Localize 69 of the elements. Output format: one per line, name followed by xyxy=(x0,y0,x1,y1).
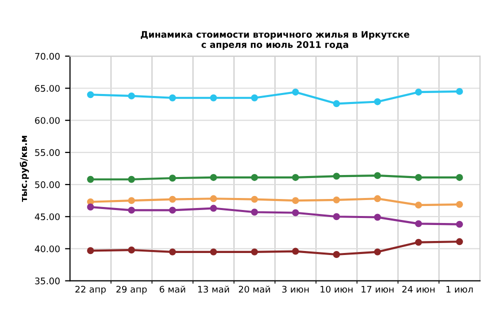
point xyxy=(128,246,135,254)
point xyxy=(333,172,340,180)
y-tick-label: 65.00 xyxy=(35,84,60,92)
point xyxy=(87,176,94,183)
point xyxy=(210,204,217,212)
x-tick-label: 3 июн xyxy=(282,286,309,293)
point xyxy=(251,196,258,203)
x-tick-label: 17 июн xyxy=(362,286,394,293)
x-tick-label: 24 июн xyxy=(402,286,435,293)
point xyxy=(210,195,217,202)
point xyxy=(128,206,135,214)
point xyxy=(415,174,422,181)
point xyxy=(292,174,299,181)
point xyxy=(456,200,463,208)
point xyxy=(292,209,299,216)
point xyxy=(292,248,299,255)
point xyxy=(374,172,381,180)
point xyxy=(169,206,176,214)
point xyxy=(169,196,176,203)
point xyxy=(333,196,340,204)
x-tick-label: 10 июн xyxy=(320,286,353,293)
point xyxy=(456,238,463,246)
point xyxy=(128,176,135,183)
point xyxy=(415,220,422,228)
point xyxy=(169,174,176,182)
y-tick-label: 55.00 xyxy=(35,149,60,156)
point xyxy=(415,238,422,246)
y-tick-label: 35.00 xyxy=(35,278,60,284)
point xyxy=(169,248,176,256)
point xyxy=(456,220,463,228)
point xyxy=(374,195,381,202)
point xyxy=(374,98,381,106)
point xyxy=(251,174,258,181)
x-tick-label: 1 июл xyxy=(446,286,473,293)
point xyxy=(87,247,94,254)
y-tick-label: 70.00 xyxy=(35,52,60,60)
chart-title: Динамика стоимости вторичного жилья в Иркутске с апреля по июль 2011 года xyxy=(140,31,410,50)
x-tick-label: 20 май xyxy=(238,286,270,293)
point xyxy=(128,92,135,100)
point xyxy=(374,214,381,221)
point xyxy=(292,88,299,96)
x-tick-label: 22 апр xyxy=(75,286,106,294)
point xyxy=(415,202,422,209)
y-tick-label: 50.00 xyxy=(35,181,60,188)
point xyxy=(251,94,258,102)
point xyxy=(374,248,381,256)
y-tick-label: 60.00 xyxy=(35,117,60,124)
point xyxy=(333,213,340,220)
point xyxy=(87,91,94,98)
point xyxy=(333,100,340,108)
point xyxy=(292,197,299,204)
point xyxy=(251,208,258,216)
point xyxy=(128,197,135,204)
point xyxy=(210,174,217,181)
x-tick-label: 13 май xyxy=(198,286,229,293)
point xyxy=(456,88,463,95)
point xyxy=(210,94,217,102)
x-tick-label: 29 апр xyxy=(116,286,147,294)
point xyxy=(87,204,94,210)
point xyxy=(333,251,340,258)
point xyxy=(415,88,422,96)
y-tick-label: 40.00 xyxy=(34,245,60,252)
y-axis-title: тыс.руб/кв.м xyxy=(20,136,29,202)
x-tick-label: 6 май xyxy=(160,286,186,293)
y-tick-label: 45.00 xyxy=(34,213,60,220)
point xyxy=(210,248,217,256)
point xyxy=(456,174,463,181)
point xyxy=(169,94,176,102)
point xyxy=(251,248,258,256)
